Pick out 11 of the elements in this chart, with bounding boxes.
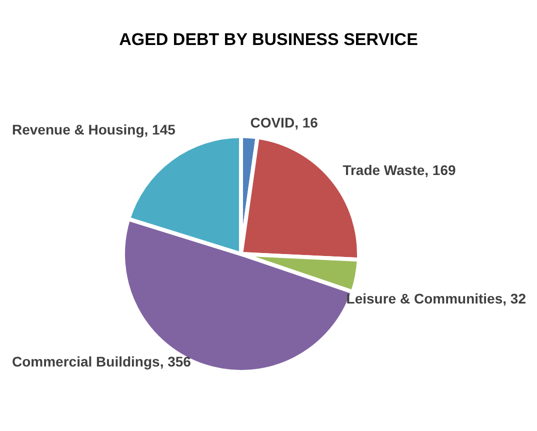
slice-label: Leisure & Communities <box>346 290 503 307</box>
slice-label: Trade Waste <box>342 162 425 178</box>
slice-label: COVID <box>250 114 295 130</box>
slice-label: Revenue & Housing <box>12 122 144 138</box>
data-label: , 145 <box>144 122 176 138</box>
data-label: , 32 <box>502 290 526 307</box>
data-label: , 169 <box>424 162 456 178</box>
data-label: , 356 <box>160 354 192 370</box>
chart-title: AGED DEBT BY BUSINESS SERVICE <box>118 29 419 51</box>
data-label: , 16 <box>294 114 318 130</box>
slice-label: Commercial Buildings <box>12 354 160 370</box>
